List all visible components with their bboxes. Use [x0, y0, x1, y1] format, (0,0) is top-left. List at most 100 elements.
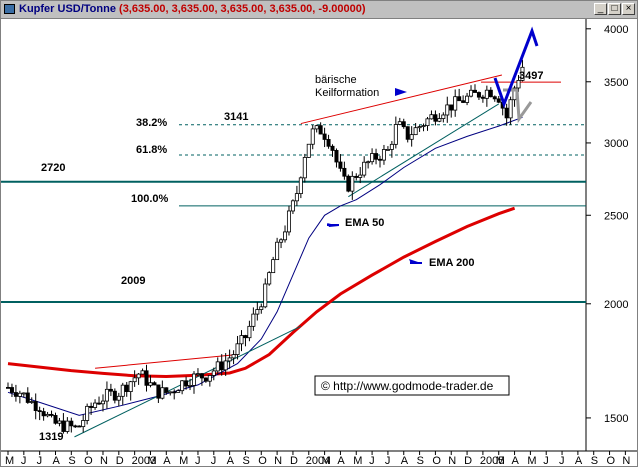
candle-body [290, 200, 295, 212]
candle-body [469, 89, 474, 97]
candle-body [405, 126, 410, 140]
candle-body [508, 99, 513, 119]
candle-body [520, 66, 525, 81]
candle-body [302, 157, 307, 179]
candle-body [358, 174, 363, 178]
wedge-annotation-line2: Keilformation [315, 87, 379, 99]
time-tick-label: A [401, 455, 409, 467]
candle-body [362, 161, 367, 176]
time-tick-label: J [369, 455, 375, 467]
minimize-button[interactable]: _ [594, 3, 607, 15]
candle-body [259, 306, 264, 310]
candle-body [283, 231, 288, 241]
candle-body [480, 96, 485, 99]
candle-body [188, 385, 193, 387]
time-tick-label: O [432, 455, 441, 467]
wedge-upper-line [300, 74, 503, 125]
candle-body [381, 149, 386, 161]
candle-body [366, 161, 371, 164]
candlesticks [6, 59, 525, 434]
level-label-3497: 3497 [519, 70, 543, 82]
candle-body [318, 125, 323, 135]
candle-body [6, 386, 11, 389]
candle-body [124, 384, 129, 392]
candle-body [108, 388, 113, 392]
time-tick-label: S [417, 455, 424, 467]
candle-body [346, 175, 351, 192]
time-tick-label: A [163, 455, 171, 467]
candle-body [453, 96, 458, 111]
candle-body [199, 373, 204, 379]
candle-body [45, 413, 50, 417]
chart-window-icon[interactable] [4, 4, 15, 14]
ema50-line [7, 116, 523, 416]
level-label-3141: 3141 [224, 111, 248, 123]
candle-body [235, 343, 240, 355]
candle-body [504, 107, 509, 119]
candle-body [267, 272, 272, 285]
time-tick-label: O [84, 455, 93, 467]
candle-body [330, 145, 335, 151]
window-title: Kupfer USD/Tonne (3,635.00, 3,635.00, 3,… [19, 3, 366, 15]
candle-body [417, 126, 422, 129]
candle-body [425, 118, 430, 127]
candle-body [401, 121, 406, 128]
time-tick-label: J [543, 455, 549, 467]
time-tick-label: M [322, 455, 331, 467]
candle-body [85, 405, 90, 421]
time-tick-label: S [242, 455, 249, 467]
title-ohlc-values: (3,635.00, 3,635.00, 3,635.00, 3,635.00,… [119, 3, 366, 15]
candle-body [413, 127, 418, 136]
candle-body [275, 241, 280, 261]
candle-body [89, 405, 94, 408]
candle-body [255, 309, 260, 315]
time-tick-label: N [274, 455, 282, 467]
title-instrument: Kupfer USD/Tonne [19, 3, 116, 15]
time-tick-label: A [227, 455, 235, 467]
candle-body [112, 390, 117, 401]
candle-body [263, 283, 268, 308]
candle-body [13, 392, 18, 397]
time-tick-label: A [337, 455, 345, 467]
candle-body [100, 400, 105, 405]
candle-body [488, 89, 493, 98]
candle-body [231, 354, 236, 359]
time-tick-label: M [147, 455, 156, 467]
candle-body [33, 401, 38, 412]
candle-body [437, 118, 442, 122]
candle-body [144, 370, 149, 386]
maximize-button[interactable]: □ [608, 3, 621, 15]
candle-body [93, 402, 98, 408]
candle-body [433, 114, 438, 122]
time-tick-label: J [37, 455, 43, 467]
close-button[interactable]: × [622, 3, 635, 15]
candle-body [294, 193, 299, 202]
candle-body [132, 377, 137, 383]
candle-body [496, 98, 501, 103]
fib-label-38-2: 38.2% [136, 117, 167, 129]
candle-body [53, 415, 58, 424]
candle-body [314, 125, 319, 130]
candle-body [247, 325, 252, 339]
candle-body [195, 373, 200, 376]
candle-body [128, 381, 133, 392]
candle-body [77, 425, 82, 428]
candle-body [25, 392, 30, 403]
time-tick-label: D [290, 455, 298, 467]
time-tick-label: A [575, 455, 583, 467]
candle-body [393, 124, 398, 145]
candle-body [211, 370, 216, 376]
candle-body [227, 357, 232, 362]
fib-label-61-8: 61.8% [136, 144, 167, 156]
wedge-pointer-icon [395, 88, 407, 96]
candle-body [116, 395, 121, 401]
candle-body [180, 380, 185, 392]
time-tick-label: M [496, 455, 505, 467]
candle-body [409, 134, 414, 140]
candle-body [49, 413, 54, 416]
time-tick-label: J [21, 455, 27, 467]
time-tick-label: M [527, 455, 536, 467]
price-tick-label-1500: 1500 [604, 413, 628, 425]
time-tick-label: D [464, 455, 472, 467]
